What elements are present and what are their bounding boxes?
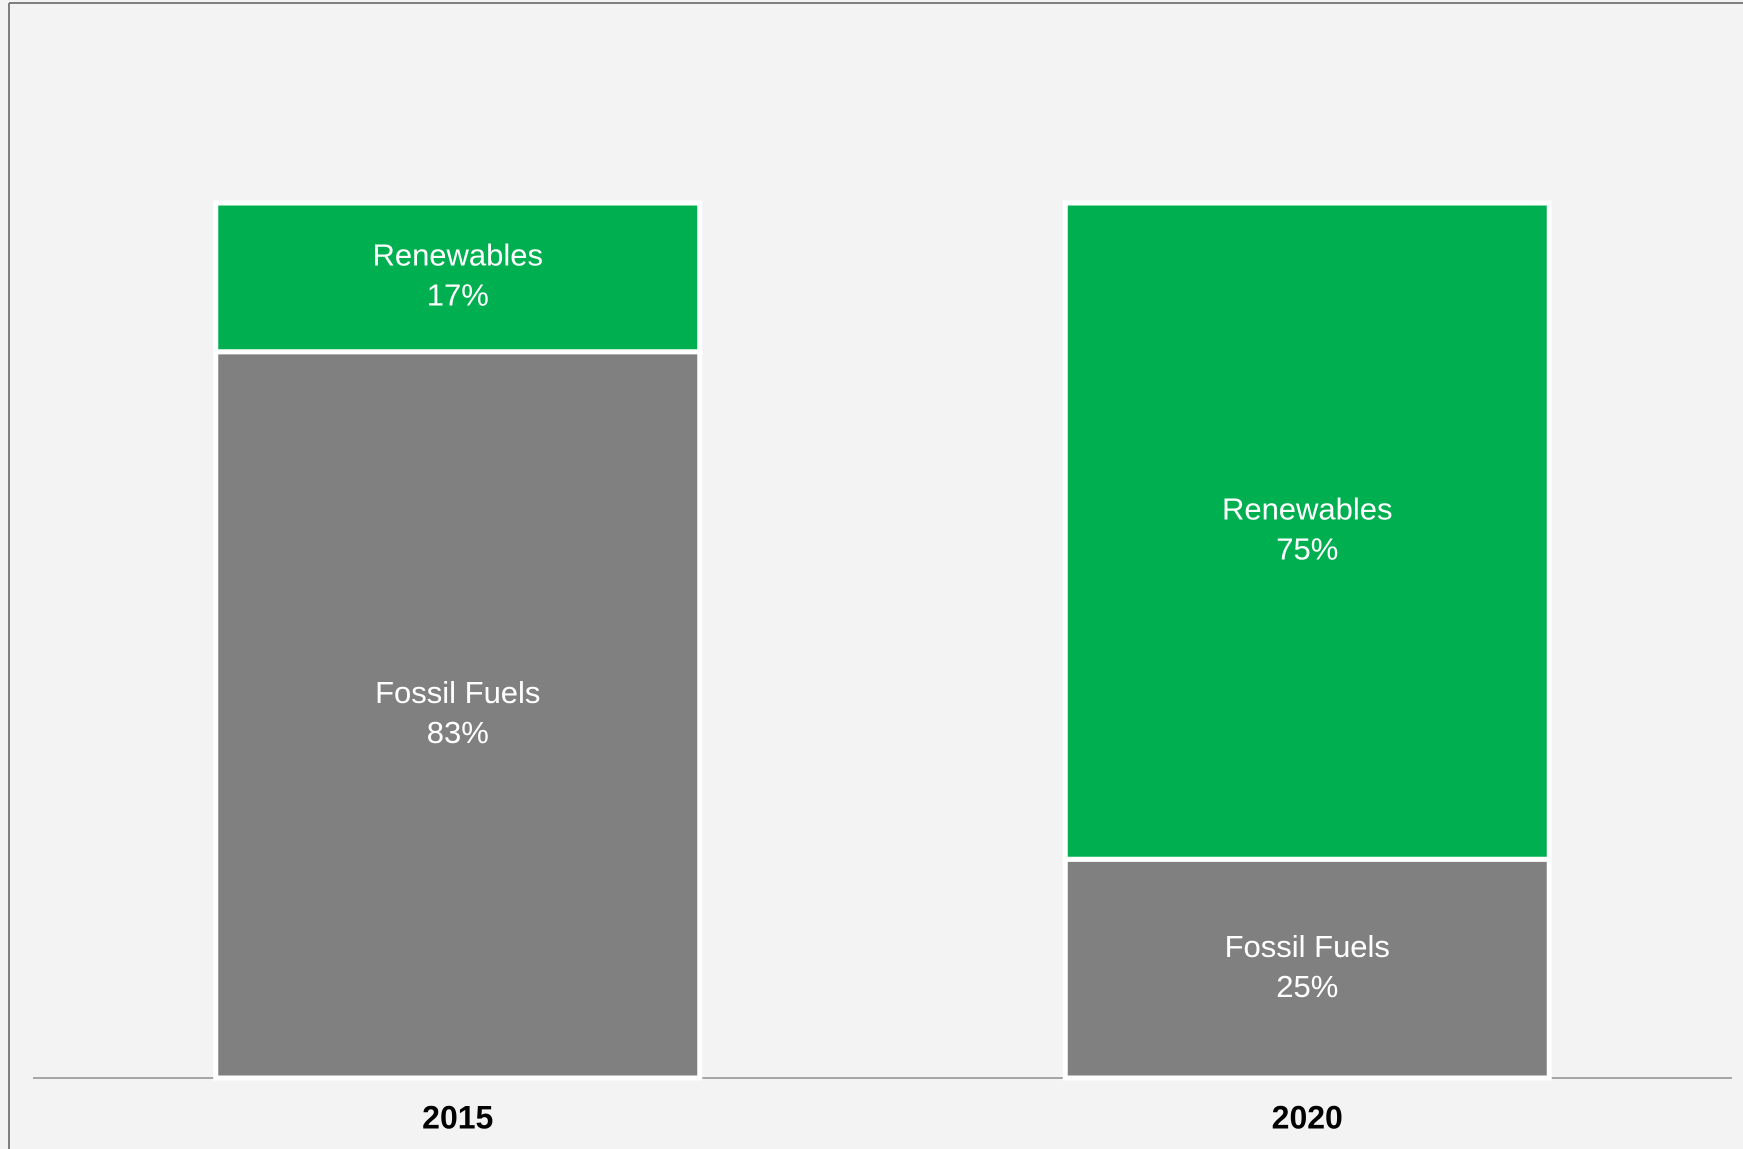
segment-value: 25% [1276, 969, 1338, 1004]
segment-name: Fossil Fuels [375, 675, 540, 710]
bar-segment [1062, 856, 1552, 1081]
bar-segment [213, 349, 703, 1081]
segment-name: Renewables [372, 238, 543, 273]
x-tick-label: 2015 [422, 1099, 493, 1135]
segment-value: 17% [427, 278, 489, 313]
segment-name: Renewables [1222, 491, 1393, 526]
x-tick-label: 2020 [1272, 1099, 1343, 1135]
segment-value: 83% [427, 715, 489, 750]
bar-segment [1062, 200, 1552, 862]
segment-name: Fossil Fuels [1225, 929, 1390, 964]
bar-segment [213, 200, 703, 355]
segment-value: 75% [1276, 531, 1338, 566]
